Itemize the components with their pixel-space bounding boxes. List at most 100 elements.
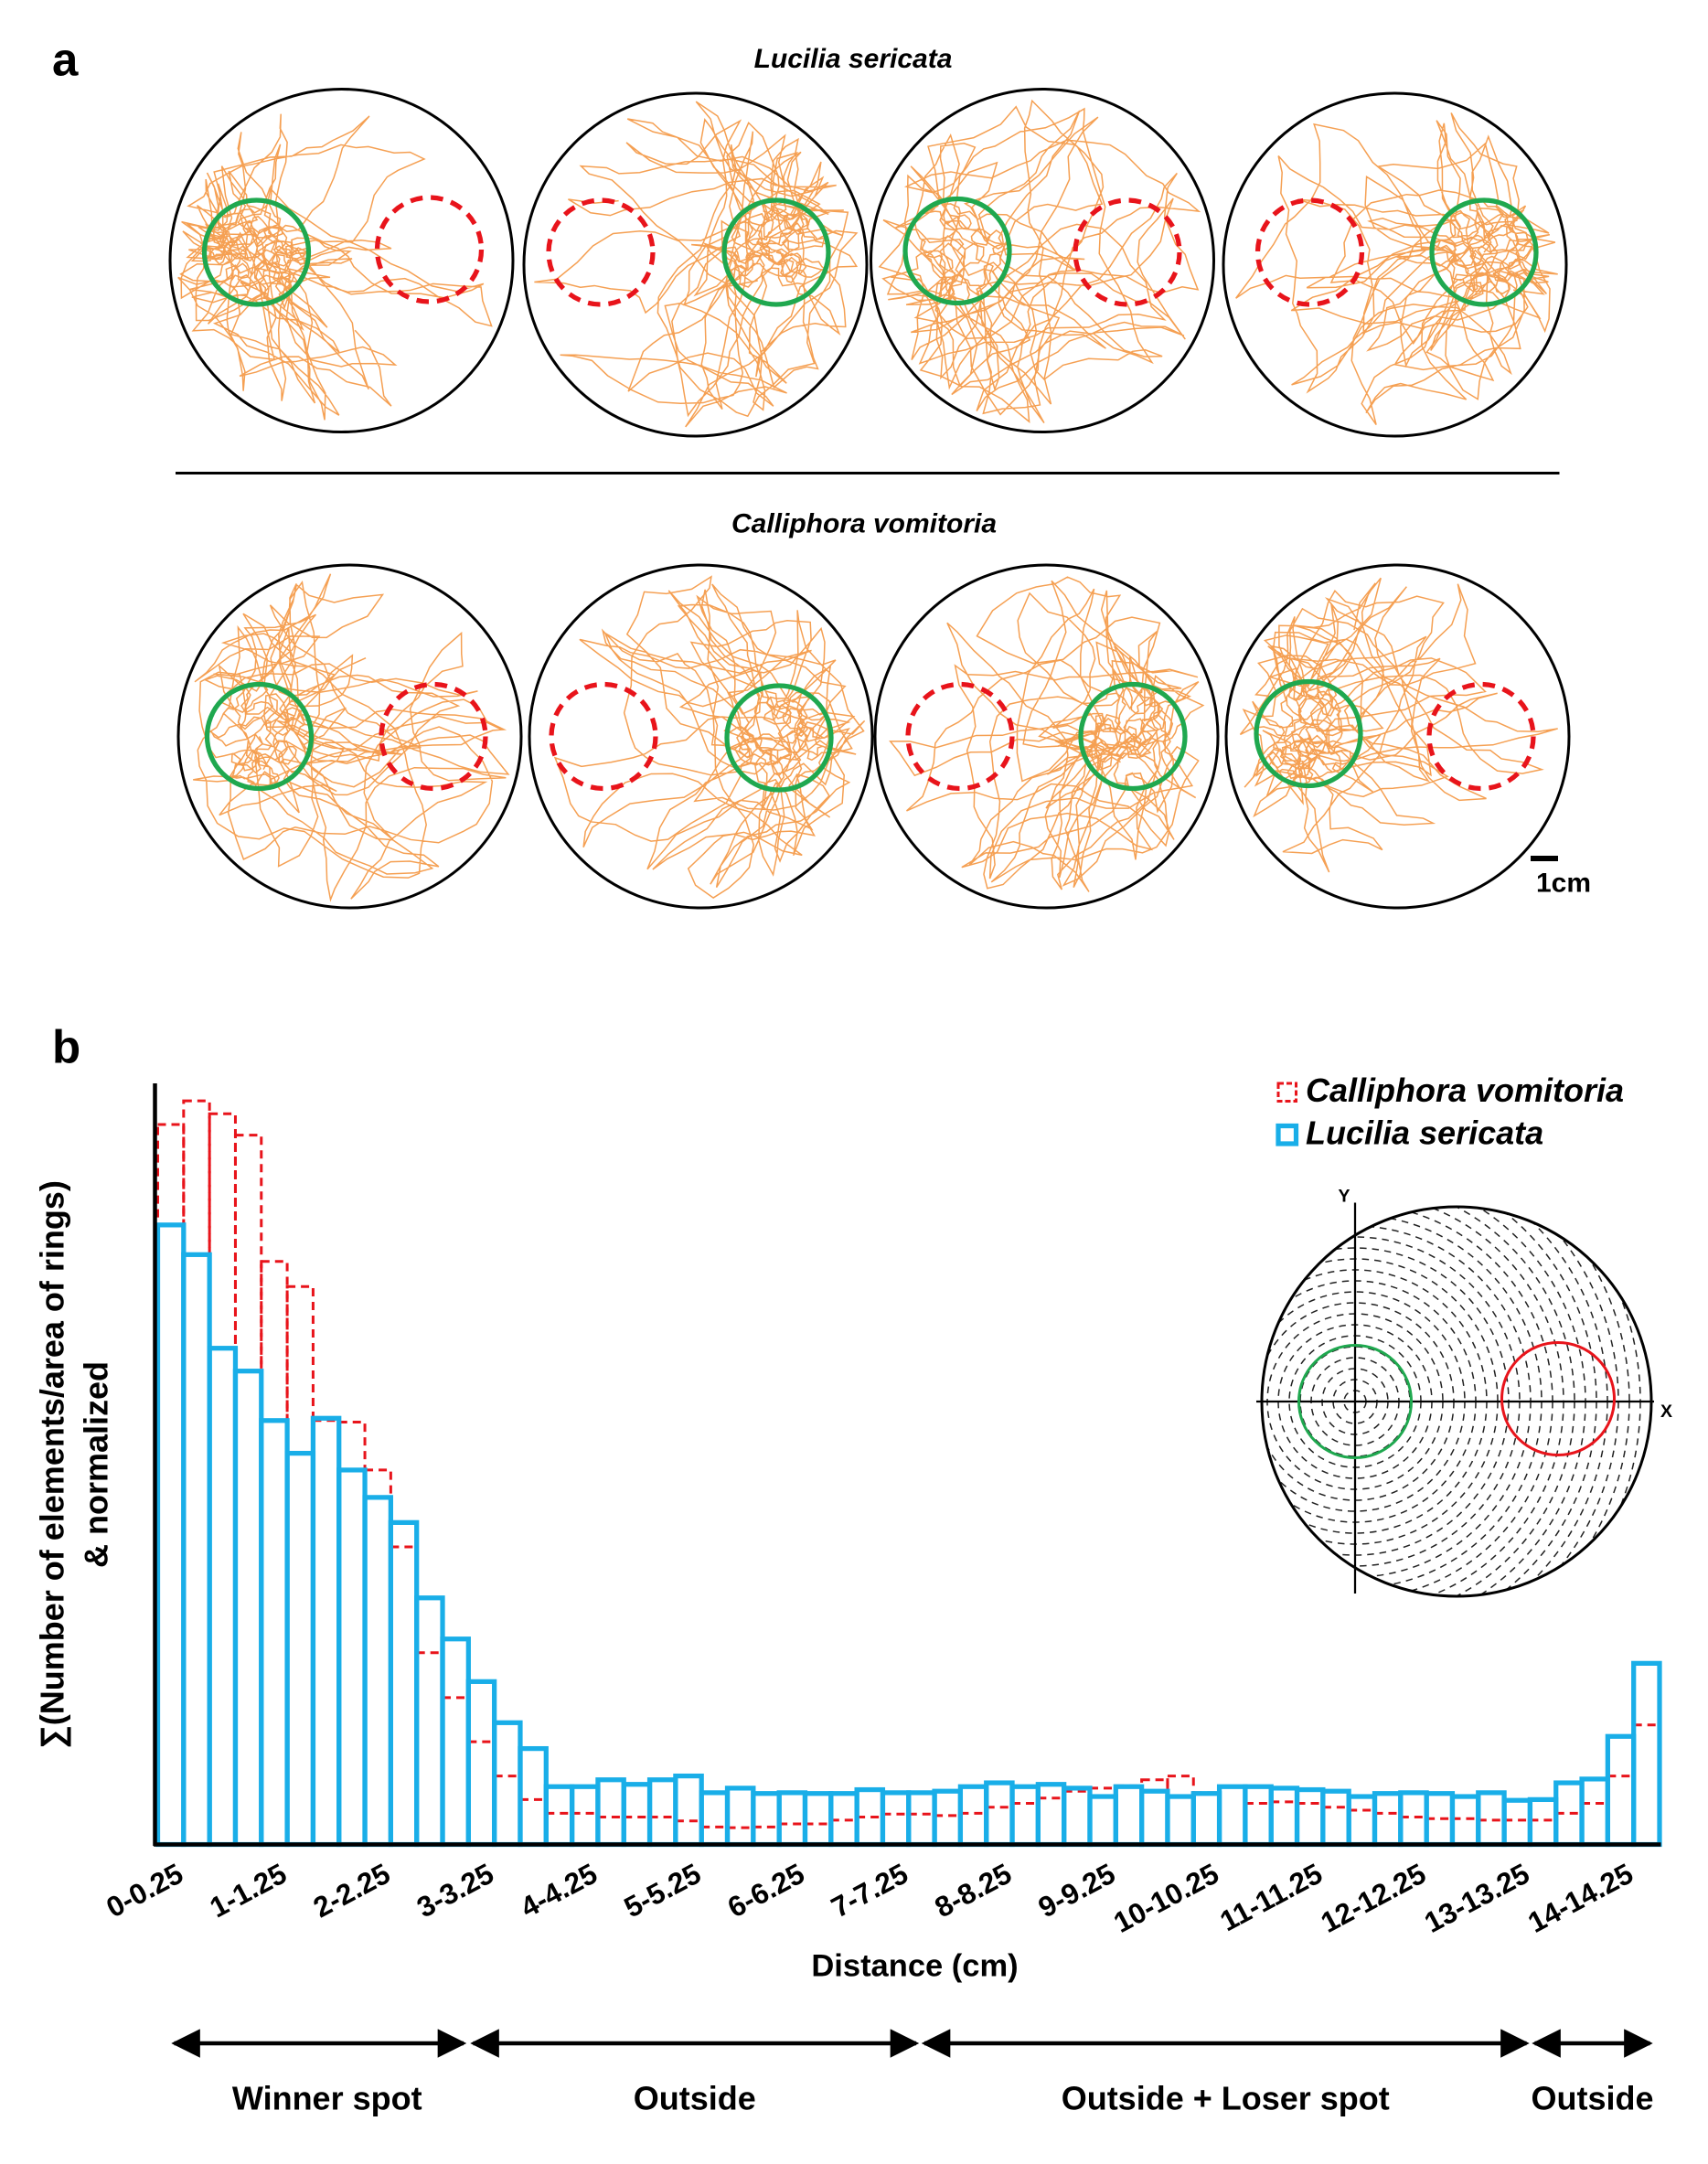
- bar: [1087, 1794, 1118, 1848]
- arena: [1224, 563, 1571, 910]
- bar: [518, 1797, 548, 1847]
- bar: [881, 1812, 911, 1847]
- bar: [646, 1777, 678, 1848]
- x-tick-label: 2-2.25: [308, 1857, 396, 1924]
- bar: [1606, 1775, 1636, 1847]
- bar: [569, 1784, 601, 1848]
- loser-spot: [1073, 197, 1182, 307]
- arena: [522, 91, 869, 438]
- x-tick-label: 6-6.25: [722, 1857, 810, 1924]
- bar: [699, 1790, 731, 1848]
- bar: [802, 1791, 834, 1848]
- bar: [1166, 1775, 1195, 1847]
- bar: [906, 1790, 937, 1848]
- loser-spot: [379, 681, 488, 792]
- bar: [595, 1777, 626, 1848]
- bar: [1399, 1816, 1428, 1847]
- bar: [776, 1790, 808, 1848]
- region-label: Outside: [634, 2080, 756, 2117]
- bar: [156, 1123, 186, 1846]
- winner-spot: [201, 197, 312, 307]
- bar: [985, 1806, 1014, 1847]
- arena: [870, 88, 1216, 433]
- bar: [829, 1818, 859, 1846]
- region-label: Outside: [1531, 2080, 1653, 2117]
- bar: [362, 1495, 393, 1848]
- region-label: Winner spot: [232, 2080, 422, 2117]
- trajectory: [177, 113, 493, 421]
- bar: [518, 1745, 549, 1848]
- bar: [311, 1419, 341, 1846]
- x-tick-label: 12-12.25: [1315, 1857, 1431, 1939]
- bar: [1321, 1806, 1350, 1847]
- x-tick-label: 8-8.25: [929, 1857, 1017, 1924]
- bar: [958, 1811, 988, 1846]
- bar: [673, 1773, 704, 1848]
- bar: [621, 1782, 653, 1848]
- bar: [752, 1825, 781, 1846]
- x-tick-label: 11-11.25: [1214, 1857, 1328, 1938]
- bar: [1165, 1794, 1196, 1848]
- bar: [207, 1346, 239, 1848]
- bar: [726, 1826, 755, 1847]
- region-label: Outside + Loser spot: [1062, 2080, 1390, 2117]
- y-axis-title: & normalized: [78, 1361, 115, 1568]
- arena: [1222, 91, 1568, 438]
- bar: [855, 1816, 884, 1847]
- bar: [1579, 1776, 1610, 1848]
- bar: [622, 1816, 652, 1847]
- trajectory: [1239, 577, 1558, 873]
- bar: [208, 1112, 237, 1846]
- x-tick-label: 3-3.25: [411, 1857, 499, 1924]
- bar: [1580, 1802, 1609, 1847]
- bar: [1138, 1788, 1170, 1848]
- bar: [932, 1788, 964, 1848]
- bar: [1372, 1811, 1403, 1846]
- bar: [1062, 1789, 1092, 1847]
- x-tick-label: 4-4.25: [515, 1857, 603, 1924]
- bar: [907, 1812, 936, 1847]
- bar: [1346, 1794, 1378, 1848]
- bar: [466, 1740, 496, 1846]
- x-tick-label: 0-0.25: [101, 1857, 188, 1924]
- x-tick-label: 5-5.25: [618, 1857, 706, 1924]
- bar: [337, 1420, 367, 1846]
- bar: [1243, 1784, 1274, 1848]
- bar: [1035, 1782, 1067, 1848]
- loser-spot: [374, 195, 485, 304]
- bar: [1477, 1818, 1506, 1846]
- chart: 0-0.25 1-1.25 2-2.25 3-3.25 4-4.25 5-5.25 6-6.…: [34, 1071, 1672, 2117]
- x-tick-label: 14-14.25: [1522, 1857, 1639, 1939]
- bar: [1320, 1788, 1351, 1848]
- bar: [284, 1450, 316, 1848]
- loser-spot: [549, 681, 658, 792]
- bar: [803, 1822, 833, 1847]
- bar: [1372, 1791, 1404, 1848]
- bar: [1502, 1818, 1532, 1846]
- bar: [388, 1519, 420, 1848]
- bar: [957, 1784, 989, 1848]
- bar: [414, 1595, 445, 1848]
- x-tick-label: 7-7.25: [826, 1857, 913, 1924]
- legend-swatch: [1276, 1123, 1299, 1146]
- bar: [1009, 1784, 1041, 1848]
- bar: [1190, 1791, 1222, 1848]
- bar: [1554, 1811, 1584, 1846]
- bar: [260, 1260, 289, 1846]
- bar: [389, 1545, 419, 1846]
- winner-spot: [204, 681, 315, 792]
- loser-spot: [546, 197, 656, 307]
- x-tick-label: 9-9.25: [1033, 1857, 1121, 1924]
- winner-spot: [1078, 681, 1188, 792]
- arena: [528, 563, 874, 910]
- winner-spot: [721, 197, 831, 307]
- loser-spot: [1426, 681, 1536, 792]
- bar: [1449, 1794, 1481, 1848]
- loser-spot: [905, 681, 1015, 792]
- bar: [596, 1816, 625, 1847]
- bar: [984, 1780, 1015, 1848]
- bar: [1425, 1817, 1454, 1847]
- bar: [440, 1636, 471, 1848]
- bar: [1528, 1818, 1558, 1846]
